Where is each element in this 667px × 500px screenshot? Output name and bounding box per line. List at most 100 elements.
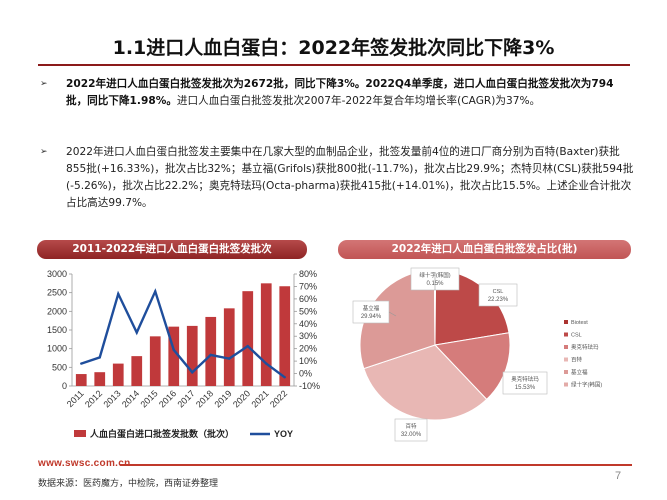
pie-legend-swatch <box>564 357 568 362</box>
right-tick-label: 80% <box>299 269 317 279</box>
legend-bar-swatch <box>74 430 86 437</box>
left-tick-label: 3000 <box>47 269 67 279</box>
pie-legend-label: 百特 <box>571 356 583 364</box>
bar <box>260 283 272 386</box>
x-tick-label: 2015 <box>138 388 159 409</box>
right-tick-label: 40% <box>299 319 317 329</box>
pie-legend-label: 奥克特珐玛 <box>571 343 599 351</box>
x-tick-label: 2011 <box>65 388 86 409</box>
pie-callout-value: 32.00% <box>401 432 422 438</box>
pie-callout-label: CSL <box>493 289 504 295</box>
pie-legend-swatch <box>564 320 568 324</box>
yoy-point <box>172 348 175 352</box>
bullet-1-text: 进口人血白蛋白批签发批次2007年-2022年复合年均增长率(CAGR)为37%… <box>176 95 541 107</box>
bullet-1-body: 2022年进口人血白蛋白批签发批次为2672批，同比下降3%。2022Q4单季度… <box>66 76 634 110</box>
bar <box>168 326 180 386</box>
yoy-point <box>283 376 286 379</box>
pie-leader-line <box>388 311 397 317</box>
left-tick-label: 0 <box>62 381 67 391</box>
pie-callout-box <box>502 371 548 395</box>
right-tick-label: -10% <box>299 381 320 391</box>
pie-callout-box <box>478 283 518 307</box>
pie-callout-box <box>394 418 428 442</box>
pie-callout-label: 百特 <box>405 422 417 430</box>
right-tick-label: 50% <box>299 306 317 316</box>
page-number: 7 <box>615 470 622 482</box>
right-tick-label: 60% <box>299 294 317 304</box>
x-tick-label: 2012 <box>83 388 104 409</box>
x-tick-label: 2013 <box>101 388 122 409</box>
bullet-arrow-icon: ➢ <box>40 147 48 157</box>
pie-legend-swatch <box>564 332 568 337</box>
pie-legend-label: 绿十字(韩国) <box>571 381 602 389</box>
pie-legend-swatch <box>564 370 568 374</box>
yoy-point <box>80 362 83 365</box>
legend-line-label: YOY <box>274 429 293 439</box>
left-tick-label: 2500 <box>47 288 67 298</box>
x-tick-label: 2018 <box>194 388 215 409</box>
right-tick-label: 70% <box>299 281 317 291</box>
bar <box>242 291 254 386</box>
left-tick-label: 2000 <box>47 306 67 316</box>
bar-chart-title: 2011-2022年进口人血白蛋白批签发批次 <box>37 240 307 259</box>
legend-bar-label: 人血白蛋白进口批签发批数（批次） <box>89 428 234 439</box>
left-tick-label: 1500 <box>47 325 67 335</box>
pie-callout-label: 基立福 <box>363 304 380 312</box>
pie-legend-label: 基立福 <box>571 368 588 376</box>
yoy-point <box>98 356 101 359</box>
x-tick-label: 2017 <box>175 388 196 409</box>
yoy-point <box>265 362 268 365</box>
right-tick-label: 20% <box>299 344 317 354</box>
left-tick-label: 1000 <box>47 344 67 354</box>
pie-callout-value: 22.23% <box>488 297 509 303</box>
page-title: 1.1进口人血白蛋白：2022年签发批次同比下降3% <box>112 37 555 59</box>
x-tick-label: 2022 <box>268 388 289 409</box>
pie-callout-value: 0.15% <box>426 281 444 287</box>
bar <box>149 336 161 386</box>
x-tick-label: 2021 <box>249 388 270 409</box>
yoy-line <box>80 288 286 379</box>
yoy-point <box>191 371 194 374</box>
right-tick-label: 30% <box>299 331 317 341</box>
bullet-1-bold-text: 2022年进口人血白蛋白批签发批次为2672批，同比下降3%。2022Q4单季度… <box>66 78 614 107</box>
bar-line-chart: 0 500 1000 1500 2000 2500 3000 -10% 0% 10% 20% 30% 4… <box>47 269 320 439</box>
yoy-point <box>209 353 212 357</box>
pie-slice <box>433 332 511 401</box>
yoy-point <box>135 331 138 334</box>
footer-source: 数据来源：医药魔方，中检院，西南证券整理 <box>38 479 219 489</box>
yoy-point <box>246 344 249 348</box>
footer-website[interactable]: www.swsc.com.cn <box>38 458 131 469</box>
yoy-point <box>228 357 231 360</box>
bar <box>112 363 124 386</box>
x-tick-label: 2016 <box>157 388 178 409</box>
pie-legend-swatch <box>564 382 568 387</box>
bar <box>94 372 106 386</box>
bullet-2-text: 2022年进口人血白蛋白批签发主要集中在几家大型的血制品企业，批签发量前4位的进… <box>66 146 634 209</box>
pie-callout-label: 奥克特珐玛 <box>511 375 539 383</box>
pie-callout-value: 29.94% <box>361 314 382 320</box>
pie-chart: 绿十字(韩国) 0.15% CSL 22.23% 奥克特珐玛 15.53% 百特 32.00%… <box>352 267 602 442</box>
bar <box>75 374 87 386</box>
pie-chart-title: 2022年进口人血白蛋白批签发占比(批) <box>338 240 631 259</box>
bullet-arrow-icon: ➢ <box>40 79 48 89</box>
bullet-point-1: ➢ 2022年进口人血白蛋白批签发批次为2672批，同比下降3%。2022Q4单… <box>40 76 634 132</box>
left-tick-label: 500 <box>52 362 67 372</box>
pie-legend-label: CSL <box>571 333 582 339</box>
title-divider <box>38 64 630 66</box>
pie-slice <box>363 344 488 421</box>
bar <box>223 308 235 386</box>
bar <box>205 316 217 386</box>
yoy-point <box>154 290 157 293</box>
bullet-point-2: ➢ 2022年进口人血白蛋白批签发主要集中在几家大型的血制品企业，批签发量前4位… <box>40 144 634 234</box>
bar <box>279 286 291 386</box>
x-tick-label: 2014 <box>120 388 141 409</box>
bar <box>186 325 198 386</box>
footer-divider <box>120 464 632 466</box>
right-tick-label: 10% <box>299 356 317 366</box>
yoy-point <box>117 292 120 296</box>
x-tick-label: 2020 <box>231 388 252 409</box>
pie-legend-swatch <box>564 345 568 349</box>
bar <box>131 356 143 386</box>
x-tick-label: 2019 <box>212 388 233 409</box>
pie-callout-value: 15.53% <box>515 385 536 391</box>
